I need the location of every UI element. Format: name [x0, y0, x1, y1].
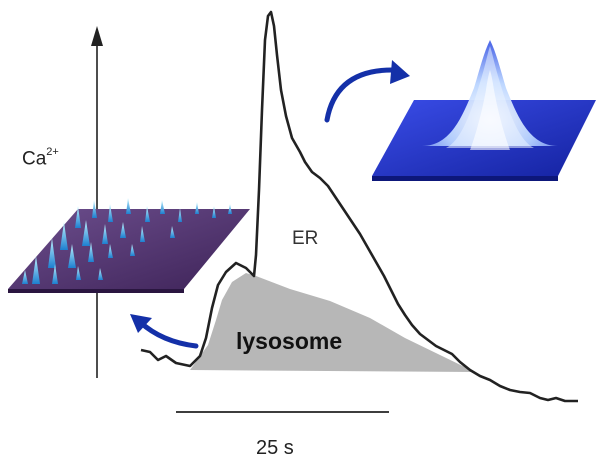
right-peak-plane [372, 40, 596, 181]
er-label: ER [292, 228, 319, 249]
ion-charge: 2+ [46, 146, 59, 158]
lysosome-label: lysosome [236, 328, 343, 354]
y-axis-arrowhead [91, 26, 103, 46]
right-curved-arrow [324, 60, 410, 123]
ion-symbol: Ca [22, 148, 47, 170]
left-spike-plane [8, 198, 250, 293]
lysosome-area [190, 273, 475, 372]
calcium-trace [140, 10, 578, 403]
y-axis [91, 26, 103, 378]
ion-label: Ca2+ [22, 146, 59, 170]
time-scale-label: 25 s [256, 437, 294, 459]
left-curved-arrow [130, 314, 199, 349]
